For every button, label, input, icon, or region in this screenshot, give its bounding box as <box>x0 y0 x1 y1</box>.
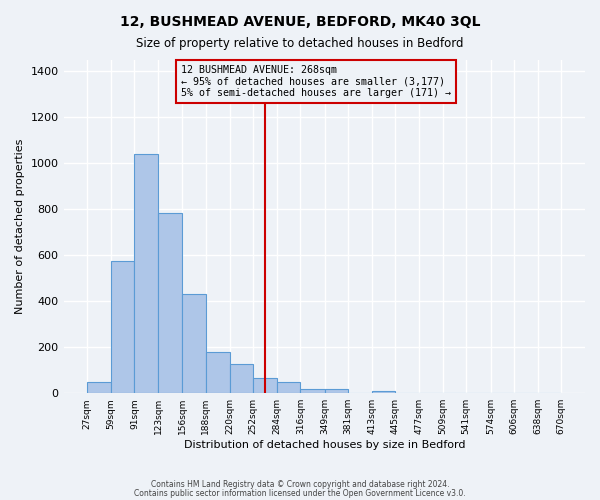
Bar <box>206 352 230 393</box>
Bar <box>230 364 253 393</box>
Bar <box>325 388 348 393</box>
Bar <box>111 261 134 393</box>
Text: Contains HM Land Registry data © Crown copyright and database right 2024.: Contains HM Land Registry data © Crown c… <box>151 480 449 489</box>
Text: Size of property relative to detached houses in Bedford: Size of property relative to detached ho… <box>136 38 464 51</box>
Text: Contains public sector information licensed under the Open Government Licence v3: Contains public sector information licen… <box>134 489 466 498</box>
Bar <box>253 378 277 393</box>
Bar <box>182 294 206 393</box>
X-axis label: Distribution of detached houses by size in Bedford: Distribution of detached houses by size … <box>184 440 465 450</box>
Bar <box>372 392 395 393</box>
Bar <box>277 382 301 393</box>
Text: 12 BUSHMEAD AVENUE: 268sqm
← 95% of detached houses are smaller (3,177)
5% of se: 12 BUSHMEAD AVENUE: 268sqm ← 95% of deta… <box>181 65 451 98</box>
Bar <box>158 213 182 393</box>
Y-axis label: Number of detached properties: Number of detached properties <box>15 139 25 314</box>
Bar <box>301 388 325 393</box>
Text: 12, BUSHMEAD AVENUE, BEDFORD, MK40 3QL: 12, BUSHMEAD AVENUE, BEDFORD, MK40 3QL <box>120 15 480 29</box>
Bar <box>87 382 111 393</box>
Bar <box>134 154 158 393</box>
